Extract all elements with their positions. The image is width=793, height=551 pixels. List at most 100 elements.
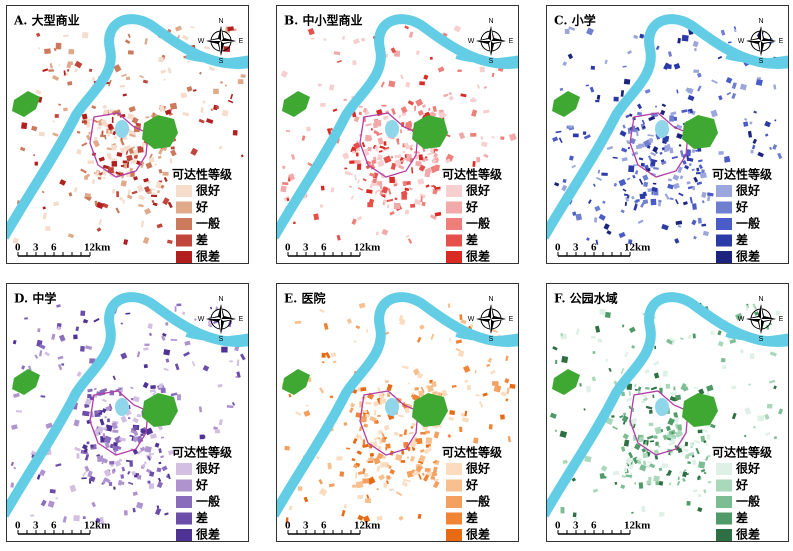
map-patch — [143, 185, 151, 193]
map-patch — [703, 489, 707, 494]
map-patch — [132, 491, 138, 496]
map-patch — [459, 314, 463, 321]
map-patch — [301, 135, 306, 141]
map-patch — [111, 188, 116, 194]
map-patch — [349, 160, 355, 164]
map-patch — [359, 401, 363, 408]
map-patch — [416, 372, 423, 379]
scale-label: 0 — [285, 520, 291, 532]
map-patch — [126, 154, 133, 162]
map-patch — [350, 173, 353, 176]
map-patch — [438, 109, 444, 113]
map-patch — [671, 433, 677, 440]
map-patch — [44, 48, 51, 55]
map-patch — [362, 439, 366, 446]
map-patch — [692, 40, 699, 48]
map-patch — [92, 139, 100, 148]
legend-item: 很好 — [195, 461, 220, 476]
map-patch — [130, 386, 134, 390]
map-patch — [421, 157, 427, 163]
map-patch — [673, 386, 676, 391]
map-patch — [108, 154, 112, 160]
map-patch — [81, 31, 89, 39]
map-patch — [326, 128, 332, 136]
map-patch — [122, 160, 127, 164]
map-patch — [402, 180, 408, 187]
map-patch — [744, 117, 748, 121]
lake — [385, 398, 399, 416]
map-patch — [639, 464, 647, 472]
map-patch — [280, 185, 287, 193]
map-patch — [406, 456, 410, 459]
map-patch — [657, 445, 661, 448]
map-patch — [622, 188, 627, 192]
compass: N S W E — [198, 18, 244, 65]
map-patch — [638, 157, 644, 161]
map-patch — [85, 134, 92, 141]
map-patch — [363, 148, 370, 157]
map-patch — [743, 434, 747, 438]
map-patch — [585, 385, 592, 393]
map-patch — [662, 370, 669, 377]
map-patch — [383, 199, 387, 204]
map-patch — [694, 48, 697, 52]
map-patch — [131, 190, 138, 195]
map-patch — [628, 451, 634, 459]
map-patch — [692, 185, 695, 191]
map-patch — [52, 132, 59, 137]
map-patch — [696, 172, 701, 175]
map-patch — [414, 386, 419, 391]
map-patch — [706, 194, 711, 202]
map-patch — [618, 178, 627, 187]
map-patch — [711, 79, 718, 84]
panel-label: E. 医院 — [284, 291, 326, 306]
map-patch — [654, 426, 662, 435]
compass: N S W E — [198, 296, 244, 343]
map-patch — [217, 383, 223, 388]
map-patch — [678, 470, 684, 475]
map-patch — [145, 162, 153, 170]
map-patch — [640, 400, 646, 404]
map-patch — [393, 431, 399, 437]
map-patch — [394, 154, 402, 159]
map-patch — [136, 184, 144, 193]
map-patch — [671, 155, 678, 160]
map-patch — [198, 118, 205, 124]
map-patch — [673, 116, 678, 121]
map-patch — [603, 223, 610, 230]
map-patch — [381, 432, 386, 439]
river-branch — [455, 55, 518, 63]
scale-label: 6 — [51, 242, 57, 254]
map-patch — [425, 437, 433, 444]
map-patch — [411, 392, 414, 395]
map-patch — [107, 167, 114, 174]
map-patch — [648, 476, 652, 481]
map-patch — [500, 391, 507, 397]
map-patch — [52, 120, 55, 123]
map-patch — [68, 49, 75, 55]
map-patch — [682, 159, 687, 165]
map-patch — [58, 103, 61, 106]
map-patch — [140, 428, 147, 435]
map-patch — [213, 88, 219, 94]
map-patch — [562, 178, 567, 183]
map-patch — [651, 186, 658, 193]
map-patch — [369, 172, 376, 177]
map-patch — [143, 207, 152, 215]
map-patch — [691, 168, 695, 172]
map-patch — [684, 454, 690, 460]
map-patch — [653, 360, 660, 366]
map-patch — [447, 434, 452, 438]
map-patch — [620, 90, 625, 97]
map-patch — [677, 476, 680, 481]
map-patch — [73, 515, 80, 522]
map-patch — [470, 132, 477, 137]
map-patch — [650, 158, 658, 163]
map-patch — [698, 164, 703, 170]
legend-swatch — [176, 529, 192, 541]
map-patch — [181, 34, 189, 41]
map-patch — [388, 80, 396, 88]
map-patch — [221, 346, 228, 353]
